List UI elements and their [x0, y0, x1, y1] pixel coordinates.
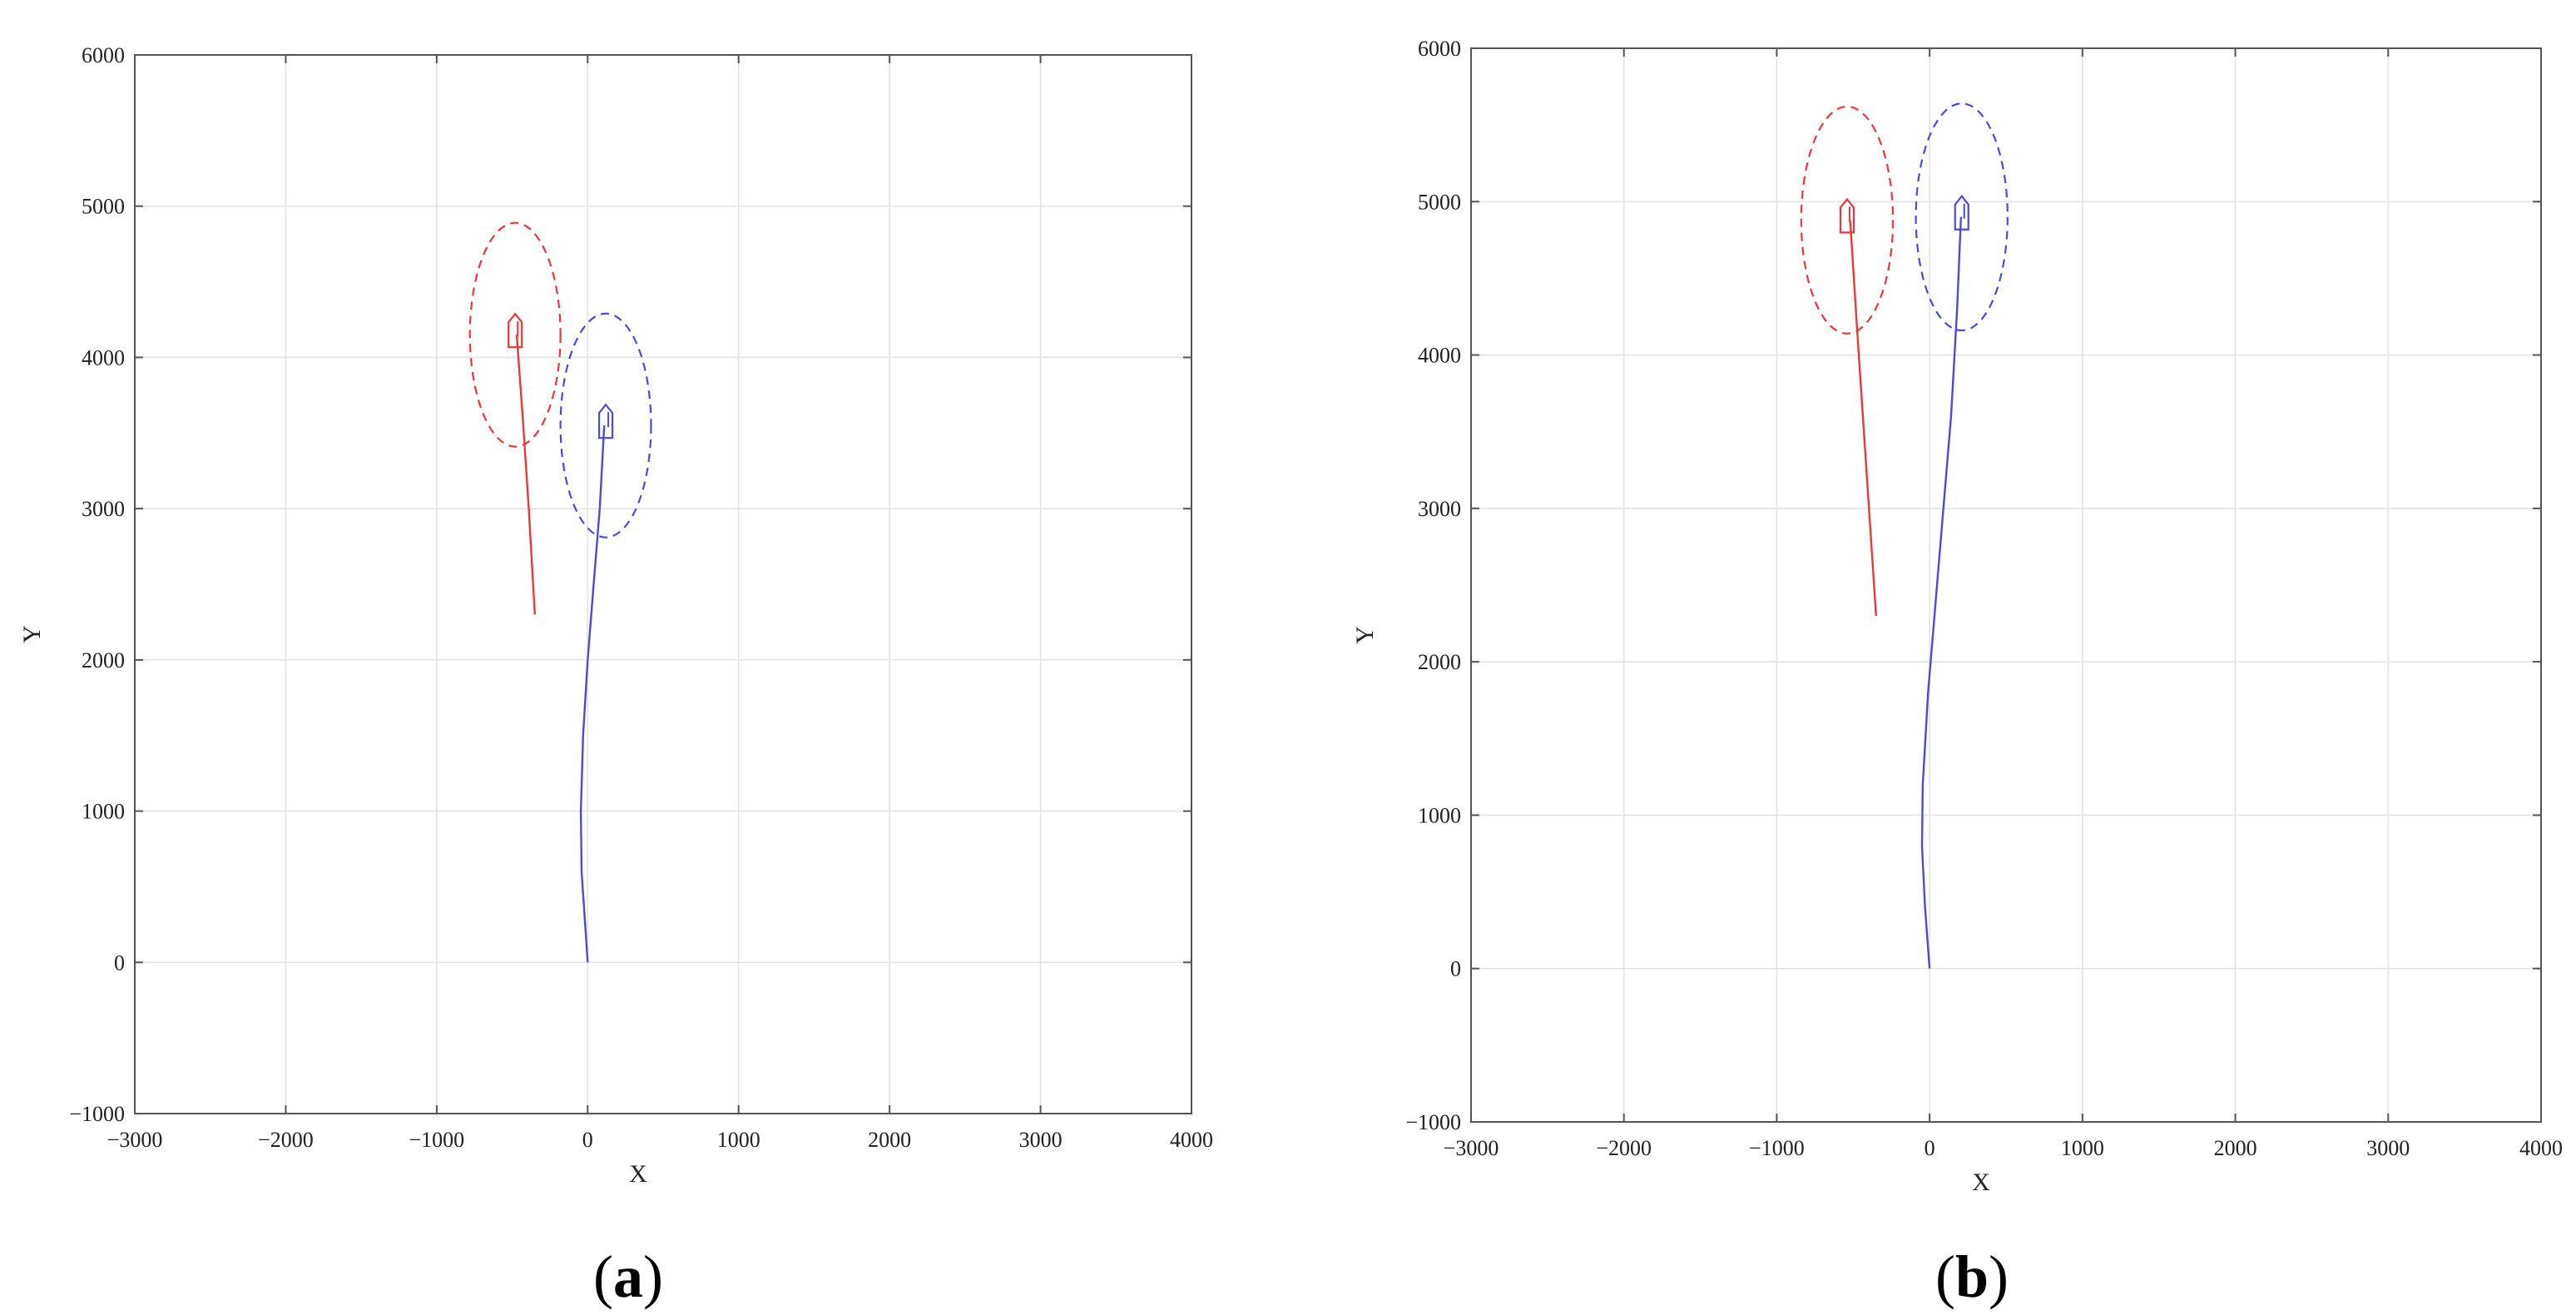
y-tick-label: 6000 — [1418, 37, 1461, 61]
x-tick-label: −1000 — [1749, 1136, 1805, 1160]
caption-letter: a — [613, 1243, 643, 1310]
y-tick-label: 5000 — [82, 195, 125, 219]
y-tick-label: 3000 — [1418, 497, 1461, 521]
ship-icon — [1839, 197, 1855, 234]
ship-domain-ellipse — [468, 221, 562, 448]
caption-close-paren: ) — [643, 1243, 663, 1310]
x-tick-label: −2000 — [258, 1128, 314, 1152]
y-tick-label: 1000 — [82, 800, 125, 824]
panel-a: −3000 −2000 −1000 0 1000 2000 3000 4000 −1000 0 10… — [18, 43, 1213, 1310]
axes-frame — [1470, 47, 2542, 1123]
y-tick-label: 2000 — [82, 648, 125, 672]
y-tick-label: 6000 — [82, 43, 125, 67]
ship-icon — [597, 403, 614, 439]
y-tick-label: 0 — [114, 950, 125, 975]
y-tick-label: 4000 — [1418, 344, 1461, 368]
x-tick-label: −1000 — [409, 1128, 465, 1152]
x-axis-label: X — [1972, 1169, 1990, 1196]
y-tick-label: 3000 — [82, 497, 125, 521]
axes-frame — [134, 54, 1192, 1114]
ship-icon — [508, 312, 523, 349]
panel-b: −3000 −2000 −1000 0 1000 2000 3000 4000 −1000 0 10… — [1351, 37, 2563, 1310]
caption-open-paren: ( — [1935, 1243, 1955, 1310]
x-tick-label: 4000 — [1170, 1128, 1213, 1152]
y-tick-label: 0 — [1450, 957, 1461, 981]
plot-area — [135, 55, 1191, 1114]
y-tick-label: 4000 — [82, 345, 125, 370]
x-tick-label: 3000 — [2366, 1136, 2410, 1160]
x-tick-label: 1000 — [717, 1128, 760, 1152]
panel-caption: (a) — [593, 1243, 663, 1310]
caption-letter: b — [1955, 1243, 1989, 1310]
y-tick-label: 1000 — [1418, 803, 1461, 827]
plot-area — [1471, 48, 2541, 1122]
x-tick-label: 0 — [1925, 1136, 1935, 1160]
ship-domain-ellipse — [559, 312, 652, 538]
x-tick-label: 3000 — [1019, 1128, 1063, 1152]
x-tick-label: −3000 — [107, 1128, 163, 1152]
trajectory-line — [1849, 220, 1877, 616]
x-tick-label: −2000 — [1596, 1136, 1652, 1160]
ship-domain-ellipse — [1915, 102, 2009, 332]
x-tick-label: 2000 — [868, 1128, 911, 1152]
y-axis-label: Y — [18, 625, 46, 643]
trajectory-line — [515, 335, 536, 615]
x-tick-label: 4000 — [2519, 1136, 2563, 1160]
panel-caption: (b) — [1935, 1243, 2009, 1310]
x-tick-label: 1000 — [2061, 1136, 2104, 1160]
trajectory-line — [1920, 216, 1962, 969]
y-tick-label: 2000 — [1418, 650, 1461, 674]
x-tick-label: 2000 — [2214, 1136, 2257, 1160]
y-tick-label: −1000 — [1405, 1110, 1461, 1134]
ship-icon — [1954, 194, 1969, 231]
x-tick-label: −3000 — [1444, 1136, 1499, 1160]
caption-open-paren: ( — [593, 1243, 613, 1310]
y-tick-label: −1000 — [69, 1102, 125, 1126]
trajectory-line — [579, 425, 606, 963]
x-axis-label: X — [629, 1160, 647, 1188]
caption-close-paren: ) — [1989, 1243, 2009, 1310]
x-tick-label: 0 — [582, 1128, 593, 1152]
ship-domain-ellipse — [1800, 105, 1895, 335]
y-axis-label: Y — [1351, 626, 1379, 644]
y-tick-label: 5000 — [1418, 190, 1461, 214]
